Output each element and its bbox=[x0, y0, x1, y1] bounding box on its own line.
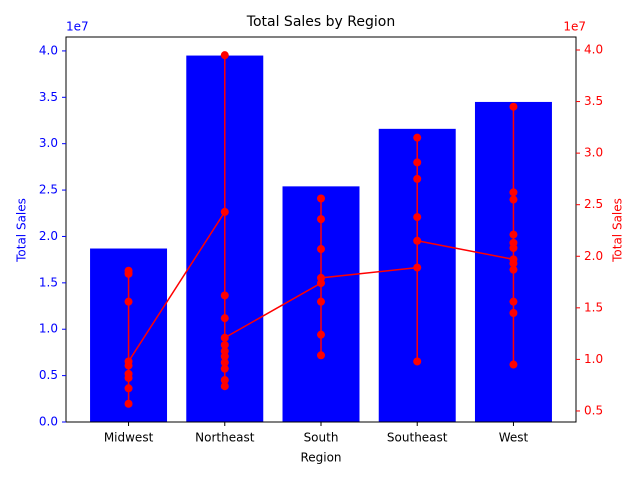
y2-tick-label: 3.5 bbox=[584, 94, 603, 108]
line-point bbox=[317, 351, 325, 360]
line-point bbox=[509, 297, 518, 306]
line-point bbox=[509, 230, 518, 239]
line-point bbox=[124, 269, 133, 278]
y-tick-label: 0.5 bbox=[39, 368, 58, 382]
line-point bbox=[413, 357, 422, 366]
x-axis-label: Region bbox=[300, 451, 341, 465]
line-point bbox=[413, 213, 422, 222]
line-point bbox=[509, 265, 518, 274]
line-point bbox=[413, 263, 422, 272]
line-point bbox=[124, 384, 133, 393]
line-point bbox=[220, 358, 229, 367]
y-axis-label: Total Sales bbox=[15, 198, 29, 263]
line-point bbox=[220, 291, 229, 300]
line-point bbox=[220, 376, 229, 385]
y2-tick-label: 1.0 bbox=[584, 352, 603, 366]
y2-tick-label: 3.0 bbox=[584, 146, 603, 160]
y-tick-label: 0.0 bbox=[39, 415, 58, 429]
x-tick-label: South bbox=[304, 431, 339, 445]
line-point bbox=[413, 236, 422, 245]
y2-offset-label: 1e7 bbox=[563, 20, 586, 34]
line-point bbox=[124, 357, 133, 366]
y2-axis-label: Total Sales bbox=[611, 198, 625, 263]
line-point bbox=[317, 297, 325, 306]
chart-title: Total Sales by Region bbox=[246, 14, 395, 30]
line-point bbox=[317, 273, 325, 282]
line-point bbox=[220, 314, 229, 323]
line-point bbox=[509, 238, 518, 247]
x-tick-label: West bbox=[499, 431, 529, 445]
line-point bbox=[509, 308, 518, 317]
line-point bbox=[220, 364, 229, 373]
y2-tick-label: 4.0 bbox=[584, 42, 603, 56]
x-tick-label: Southeast bbox=[387, 431, 448, 445]
y-tick-label: 3.0 bbox=[39, 136, 58, 150]
y2-tick-label: 2.0 bbox=[584, 249, 603, 263]
line-point bbox=[317, 245, 325, 254]
line-point bbox=[509, 188, 518, 197]
y-tick-label: 3.5 bbox=[39, 90, 58, 104]
line-point bbox=[509, 102, 518, 111]
y-tick-label: 2.0 bbox=[39, 229, 58, 243]
y-tick-label: 4.0 bbox=[39, 43, 58, 57]
line-point bbox=[509, 195, 518, 204]
line-point bbox=[509, 259, 518, 268]
line-point bbox=[317, 330, 325, 339]
line-point bbox=[317, 194, 325, 203]
y2-tick-label: 1.5 bbox=[584, 300, 603, 314]
y2-tick-label: 2.5 bbox=[584, 197, 603, 211]
line-point bbox=[220, 51, 229, 60]
line-point bbox=[124, 369, 133, 378]
x-tick-label: Midwest bbox=[104, 431, 154, 445]
y2-tick-label: 0.5 bbox=[584, 403, 603, 417]
line-point bbox=[220, 333, 229, 342]
line-point bbox=[220, 347, 229, 356]
line-point bbox=[413, 133, 422, 142]
y-tick-label: 1.5 bbox=[39, 275, 58, 289]
line-point bbox=[220, 382, 229, 391]
line-point bbox=[124, 399, 133, 408]
y-tick-label: 1.0 bbox=[39, 322, 58, 336]
line-point bbox=[220, 207, 229, 216]
line-point bbox=[413, 158, 422, 167]
line-point bbox=[220, 340, 229, 349]
x-tick-label: Northeast bbox=[195, 431, 255, 445]
y-offset-label: 1e7 bbox=[66, 20, 89, 34]
line-point bbox=[413, 174, 422, 183]
line-point bbox=[317, 215, 325, 224]
line-point bbox=[509, 360, 518, 369]
y-tick-label: 2.5 bbox=[39, 183, 58, 197]
line-point bbox=[124, 297, 133, 306]
